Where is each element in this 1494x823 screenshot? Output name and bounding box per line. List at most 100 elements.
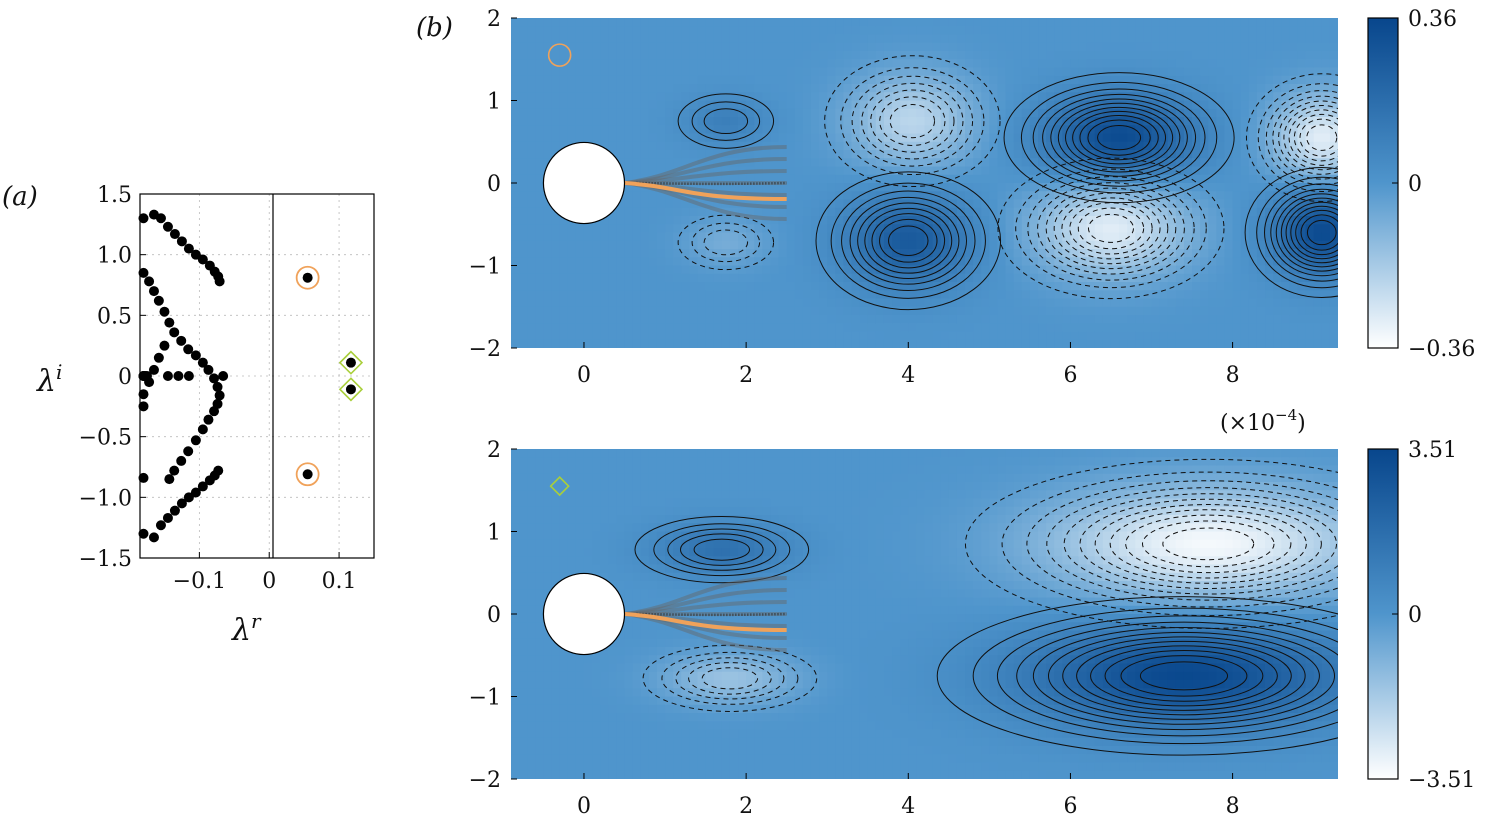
- field-cell: [762, 249, 772, 258]
- field-cell: [900, 240, 909, 250]
- field-cell: [632, 630, 642, 640]
- field-cell: [1054, 240, 1063, 250]
- field-cell: [1305, 75, 1315, 85]
- field-cell: [908, 26, 917, 36]
- field-cell: [689, 323, 699, 333]
- field-cell: [713, 315, 723, 324]
- field-cell: [835, 298, 845, 308]
- field-cell: [1248, 158, 1258, 168]
- field-cell: [1110, 150, 1120, 159]
- field-cell: [802, 166, 812, 176]
- field-cell: [916, 150, 926, 159]
- field-cell: [1281, 232, 1290, 242]
- field-cell: [648, 199, 658, 209]
- field-cell: [713, 183, 723, 192]
- field-cell: [640, 84, 650, 93]
- field-cell: [738, 224, 747, 234]
- field-cell: [843, 141, 853, 151]
- field-cell: [673, 273, 682, 283]
- field-cell: [1062, 150, 1072, 159]
- field-cell: [527, 216, 536, 225]
- field-cell: [1102, 207, 1112, 217]
- field-cell: [1110, 84, 1120, 93]
- field-cell: [535, 265, 545, 275]
- field-cell: [583, 273, 593, 283]
- field-cell: [1313, 166, 1323, 176]
- field-cell: [1329, 174, 1338, 184]
- field-cell: [1062, 298, 1072, 308]
- field-cell: [965, 67, 974, 77]
- field-cell: [543, 158, 553, 168]
- field-cell: [867, 290, 877, 300]
- field-cell: [1021, 125, 1031, 135]
- field-cell: [1143, 75, 1153, 85]
- field-cell: [713, 100, 723, 110]
- field-cell: [648, 232, 658, 242]
- field-cell: [827, 125, 836, 135]
- field-cell: [1265, 298, 1274, 308]
- field-cell: [810, 249, 820, 258]
- field-cell: [1102, 191, 1112, 201]
- field-cell: [721, 26, 731, 36]
- field-cell: [656, 273, 666, 283]
- eigenvalue-points: [138, 209, 356, 543]
- field-cell: [1273, 92, 1282, 102]
- field-cell: [551, 315, 561, 324]
- field-cell: [1159, 273, 1169, 283]
- field-cell: [640, 257, 650, 267]
- field-cell: [721, 117, 731, 126]
- field-cell: [616, 59, 626, 69]
- field-cell: [810, 331, 820, 341]
- field-cell: [819, 100, 828, 110]
- field-cell: [1135, 117, 1145, 126]
- field-cell: [973, 84, 982, 93]
- field-cell: [1143, 216, 1153, 225]
- field-cell: [1183, 133, 1193, 143]
- field-cell: [1127, 34, 1136, 44]
- field-cell: [592, 704, 601, 714]
- field-cell: [827, 108, 836, 118]
- field-cell: [689, 216, 699, 225]
- field-cell: [851, 158, 861, 168]
- field-cell: [632, 331, 642, 341]
- field-cell: [786, 207, 796, 217]
- field-cell: [1046, 282, 1055, 291]
- field-cell: [1183, 199, 1193, 209]
- field-cell: [843, 331, 853, 341]
- field-cell: [535, 721, 545, 731]
- field-cell: [519, 290, 528, 300]
- field-cell: [527, 473, 536, 483]
- field-cell: [1289, 141, 1299, 151]
- field-cell: [705, 166, 715, 176]
- field-cell: [527, 199, 536, 209]
- field-cell: [883, 339, 893, 348]
- field-cell: [511, 199, 520, 209]
- field-cell: [916, 323, 926, 333]
- field-cell: [1127, 265, 1136, 275]
- field-cell: [559, 696, 569, 706]
- field-cell: [835, 117, 845, 126]
- field-cell: [1102, 133, 1112, 143]
- field-cell: [543, 663, 553, 673]
- field-cell: [1078, 199, 1088, 209]
- field-cell: [778, 224, 788, 234]
- field-cell: [600, 564, 609, 574]
- field-cell: [527, 117, 536, 126]
- field-cell: [1159, 108, 1169, 118]
- field-cell: [924, 290, 934, 300]
- field-cell: [1159, 315, 1169, 324]
- field-cell: [624, 273, 634, 283]
- field-cell: [592, 59, 601, 69]
- field-cell: [802, 323, 812, 333]
- field-cell: [600, 572, 609, 582]
- field-cell: [802, 158, 812, 168]
- field-cell: [600, 490, 609, 500]
- field-cell: [551, 647, 561, 656]
- field-cell: [624, 762, 634, 772]
- field-cell: [1240, 117, 1250, 126]
- field-cell: [794, 306, 804, 316]
- field-cell: [1208, 282, 1217, 291]
- field-cell: [1062, 224, 1072, 234]
- field-cell: [656, 133, 666, 143]
- field-cell: [600, 42, 609, 52]
